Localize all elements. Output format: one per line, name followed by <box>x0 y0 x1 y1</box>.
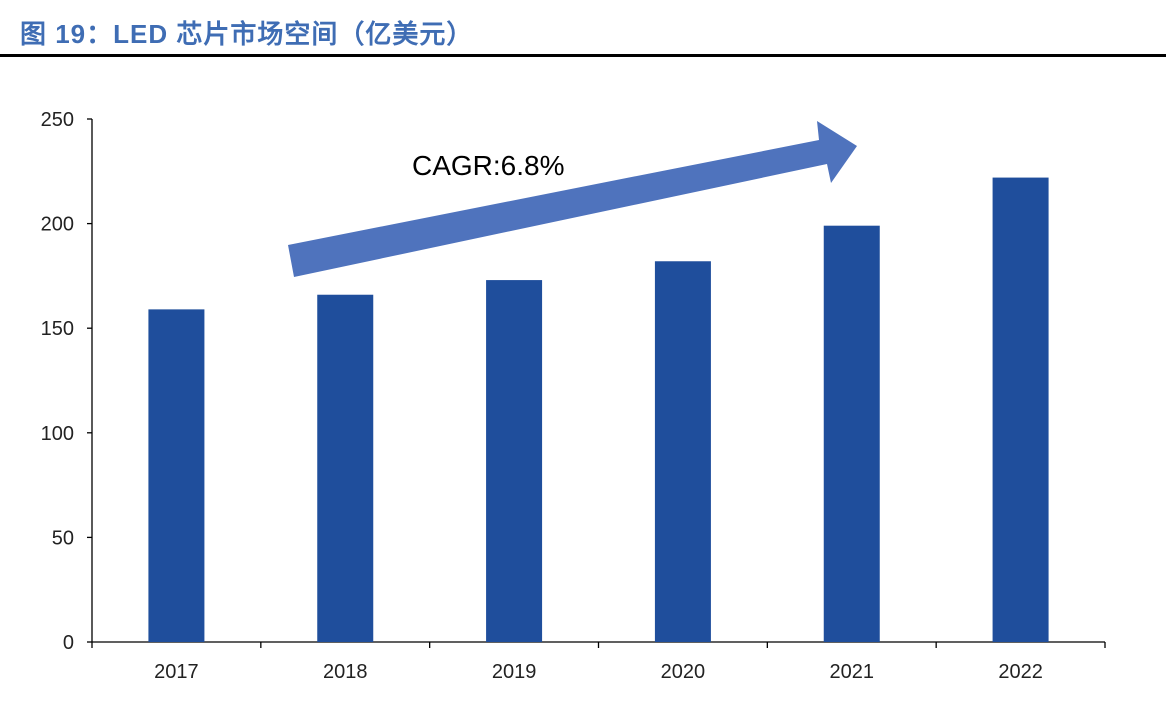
bars <box>148 177 1049 643</box>
bar-2018 <box>317 294 374 642</box>
y-tick-label: 250 <box>41 109 74 131</box>
x-tick-label: 2022 <box>998 661 1043 683</box>
y-tick-label: 0 <box>63 632 74 654</box>
x-tick-label: 2018 <box>323 661 368 683</box>
y-tick-label: 100 <box>41 423 74 445</box>
bar-2020 <box>654 261 711 642</box>
bar-2021 <box>823 225 880 642</box>
cagr-arrow <box>288 121 857 277</box>
x-tick-label: 2019 <box>492 661 537 683</box>
chart-title: 图 19：LED 芯片市场空间（亿美元） <box>20 19 474 49</box>
cagr-label: CAGR:6.8% <box>412 150 565 181</box>
y-tick-label: 50 <box>52 527 74 549</box>
bar-2019 <box>486 280 543 642</box>
title-divider <box>0 54 1166 57</box>
x-axis: 2017 2018 2019 2020 2021 2022 <box>91 641 1106 683</box>
y-tick-label: 200 <box>41 214 74 236</box>
bar-2022 <box>992 177 1049 643</box>
y-axis: 0 50 100 150 200 250 <box>41 109 93 654</box>
y-tick-label: 150 <box>41 318 74 340</box>
x-tick-label: 2017 <box>154 661 199 683</box>
x-tick-label: 2021 <box>830 661 875 683</box>
x-tick-label: 2020 <box>661 661 706 683</box>
bar-2017 <box>148 309 205 642</box>
